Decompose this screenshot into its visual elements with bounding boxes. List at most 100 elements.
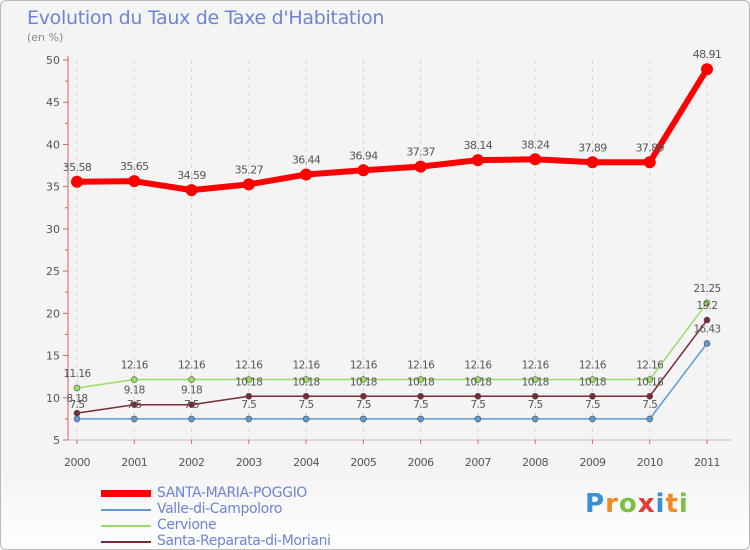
data-point: [360, 376, 367, 383]
data-point: [646, 415, 654, 423]
x-tick-label: 2010: [637, 456, 663, 469]
data-label: 21.25: [693, 283, 720, 295]
data-label: 36.44: [292, 154, 321, 167]
legend-swatch: [101, 525, 151, 527]
proxiti-logo: Proxiti: [585, 489, 689, 519]
data-label: 10.18: [407, 376, 434, 388]
data-label: 37.89: [635, 141, 664, 154]
data-label: 36.94: [349, 149, 378, 162]
data-point: [417, 415, 424, 423]
legend-swatch: [101, 509, 151, 511]
y-tick-label: 30: [46, 223, 60, 236]
data-label: 9.18: [124, 385, 145, 397]
legend-label: Cervione: [157, 517, 217, 533]
data-point: [130, 415, 138, 423]
chart-title: Evolution du Taux de Taxe d'Habitation: [27, 7, 385, 29]
data-label: 12.16: [293, 360, 321, 372]
x-tick-label: 2006: [408, 456, 434, 469]
data-point: [703, 316, 711, 324]
data-label: 11.16: [63, 368, 91, 380]
y-tick-label: 50: [46, 54, 60, 67]
data-point: [417, 392, 424, 400]
y-tick-label: 35: [46, 181, 60, 194]
logo-letter: P: [585, 489, 606, 519]
data-point: [703, 340, 711, 347]
data-label: 10.18: [522, 376, 549, 388]
data-label: 7.5: [241, 399, 256, 411]
data-point: [474, 415, 482, 423]
data-point: [646, 392, 654, 400]
x-tick-label: 2005: [350, 456, 376, 469]
legend-label: SANTA-MARIA-POGGIO: [157, 485, 307, 501]
data-point: [185, 184, 198, 197]
data-label: 12.16: [235, 360, 263, 372]
data-point: [417, 376, 424, 383]
data-point: [188, 376, 195, 383]
data-label: 38.24: [521, 138, 550, 151]
data-label: 12.16: [350, 360, 378, 372]
data-point: [471, 154, 484, 167]
data-point: [589, 415, 596, 423]
data-label: 12.16: [636, 360, 664, 372]
data-point: [73, 409, 81, 417]
data-point: [130, 401, 138, 409]
data-point: [245, 376, 253, 383]
data-point: [531, 376, 539, 383]
data-point: [531, 415, 539, 423]
logo-letter: o: [618, 489, 638, 519]
data-label: 35.65: [120, 160, 149, 173]
y-tick-label: 25: [46, 265, 60, 278]
x-tick-label: 2007: [465, 456, 491, 469]
x-tick-label: 2003: [236, 456, 262, 469]
data-label: 10.18: [350, 376, 377, 388]
data-label: 48.91: [693, 48, 722, 61]
data-label: 37.89: [578, 141, 607, 154]
data-label: 7.5: [413, 399, 428, 411]
y-tick-label: 45: [46, 96, 60, 109]
data-point: [701, 63, 713, 76]
y-tick-label: 15: [46, 350, 60, 363]
data-label: 12.16: [579, 360, 607, 372]
x-tick-label: 2011: [694, 456, 720, 469]
y-tick-label: 20: [46, 307, 60, 320]
logo-letter: x: [637, 489, 656, 519]
data-point: [703, 299, 711, 307]
data-point: [474, 392, 482, 400]
legend-label: Valle-di-Campoloro: [157, 501, 283, 517]
data-point: [71, 175, 83, 188]
data-point: [474, 376, 482, 383]
data-label: 12.16: [522, 360, 550, 372]
x-tick-label: 2008: [522, 456, 548, 469]
legend-label: Santa-Reparata-di-Moriani: [157, 533, 331, 549]
data-point: [360, 415, 367, 423]
series-line: [76, 67, 710, 194]
y-tick-label: 40: [46, 138, 60, 151]
data-point: [589, 376, 596, 383]
data-label: 12.16: [121, 360, 149, 372]
data-label: 12.16: [464, 360, 492, 372]
data-label: 10.18: [579, 376, 606, 388]
y-tick-label: 10: [46, 392, 60, 405]
data-label: 38.14: [464, 139, 493, 152]
series-line: [77, 343, 708, 420]
data-point: [589, 392, 596, 400]
data-label: 35.58: [63, 161, 92, 174]
series-line: [76, 302, 708, 389]
data-point: [242, 178, 255, 191]
data-point: [357, 164, 370, 177]
x-tick-label: 2004: [293, 456, 319, 469]
data-point: [245, 415, 253, 423]
logo-letter: i: [678, 489, 689, 519]
chart-subtitle: (en %): [27, 31, 64, 44]
x-tick-label: 2009: [579, 456, 605, 469]
data-label: 10.18: [293, 376, 320, 388]
data-point: [188, 401, 195, 409]
data-label: 7.5: [356, 399, 371, 411]
data-label: 10.18: [235, 376, 262, 388]
data-label: 7.5: [70, 399, 85, 411]
logo-letter: t: [665, 489, 679, 519]
data-label: 7.5: [299, 399, 314, 411]
data-point: [586, 156, 599, 169]
data-label: 12.16: [178, 360, 206, 372]
